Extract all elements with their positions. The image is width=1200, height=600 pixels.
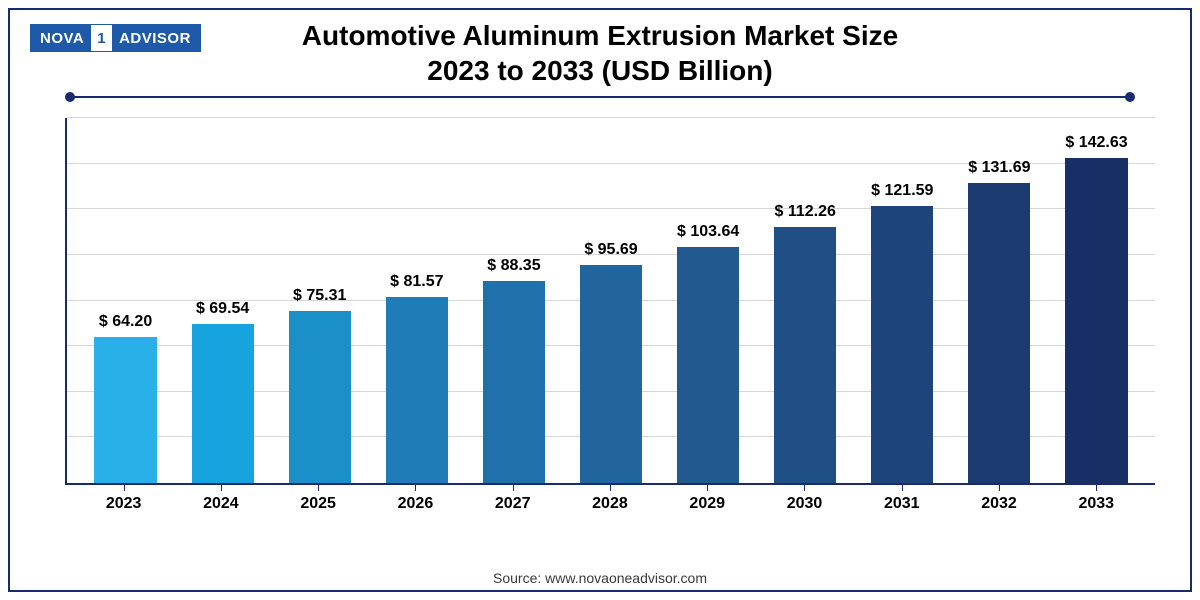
bar (677, 247, 739, 483)
bar-slot: $ 121.59 (854, 118, 951, 483)
source-attribution: Source: www.novaoneadvisor.com (0, 570, 1200, 586)
x-tick: 2026 (367, 485, 464, 525)
bar-value-label: $ 69.54 (196, 300, 249, 318)
plot-area: $ 64.20 $ 69.54 $ 75.31 $ 81.57 $ 88.35 $ 95.… (65, 118, 1155, 485)
bar (774, 227, 836, 483)
title-underline (70, 96, 1130, 98)
bar-value-label: $ 142.63 (1065, 134, 1127, 152)
x-tick: 2025 (270, 485, 367, 525)
x-tick-label: 2026 (367, 495, 464, 513)
bar-value-label: $ 95.69 (584, 241, 637, 259)
bar-value-label: $ 75.31 (293, 287, 346, 305)
bar-value-label: $ 131.69 (968, 159, 1030, 177)
title-line-2: 2023 to 2033 (USD Billion) (0, 53, 1200, 88)
x-tick: 2024 (172, 485, 269, 525)
bar (192, 324, 254, 483)
x-tick: 2031 (853, 485, 950, 525)
bars-container: $ 64.20 $ 69.54 $ 75.31 $ 81.57 $ 88.35 $ 95.… (67, 118, 1155, 483)
bar (483, 281, 545, 483)
x-tick: 2033 (1048, 485, 1145, 525)
x-tick: 2030 (756, 485, 853, 525)
x-tick-label: 2030 (756, 495, 853, 513)
bar-slot: $ 131.69 (951, 118, 1048, 483)
bar-slot: $ 112.26 (757, 118, 854, 483)
bar-slot: $ 81.57 (368, 118, 465, 483)
bar-slot: $ 142.63 (1048, 118, 1145, 483)
bar-value-label: $ 121.59 (871, 182, 933, 200)
bar-slot: $ 75.31 (271, 118, 368, 483)
title-line-1: Automotive Aluminum Extrusion Market Siz… (0, 18, 1200, 53)
bar-value-label: $ 81.57 (390, 273, 443, 291)
bar-value-label: $ 112.26 (775, 203, 836, 221)
x-tick: 2023 (75, 485, 172, 525)
x-tick-label: 2032 (950, 495, 1047, 513)
x-tick-label: 2025 (270, 495, 367, 513)
bar-value-label: $ 64.20 (99, 313, 152, 331)
bar-slot: $ 88.35 (465, 118, 562, 483)
bar-slot: $ 95.69 (562, 118, 659, 483)
bar (580, 265, 642, 483)
x-tick-label: 2029 (659, 495, 756, 513)
bar-value-label: $ 88.35 (487, 257, 540, 275)
bar (289, 311, 351, 483)
bar (871, 206, 933, 483)
x-tick: 2028 (561, 485, 658, 525)
x-tick: 2029 (659, 485, 756, 525)
x-axis: 2023202420252026202720282029203020312032… (65, 485, 1155, 525)
bar-slot: $ 64.20 (77, 118, 174, 483)
x-tick-label: 2027 (464, 495, 561, 513)
x-tick: 2027 (464, 485, 561, 525)
bar-slot: $ 69.54 (174, 118, 271, 483)
x-tick-label: 2023 (75, 495, 172, 513)
x-tick-label: 2028 (561, 495, 658, 513)
bar (386, 297, 448, 483)
x-tick-label: 2031 (853, 495, 950, 513)
bar (94, 337, 156, 483)
chart-title: Automotive Aluminum Extrusion Market Siz… (0, 18, 1200, 88)
bar (968, 183, 1030, 483)
x-tick-label: 2024 (172, 495, 269, 513)
bar-value-label: $ 103.64 (677, 223, 739, 241)
x-tick-label: 2033 (1048, 495, 1145, 513)
bar (1065, 158, 1127, 483)
x-tick: 2032 (950, 485, 1047, 525)
bar-slot: $ 103.64 (660, 118, 757, 483)
bar-chart: $ 64.20 $ 69.54 $ 75.31 $ 81.57 $ 88.35 $ 95.… (65, 118, 1155, 525)
